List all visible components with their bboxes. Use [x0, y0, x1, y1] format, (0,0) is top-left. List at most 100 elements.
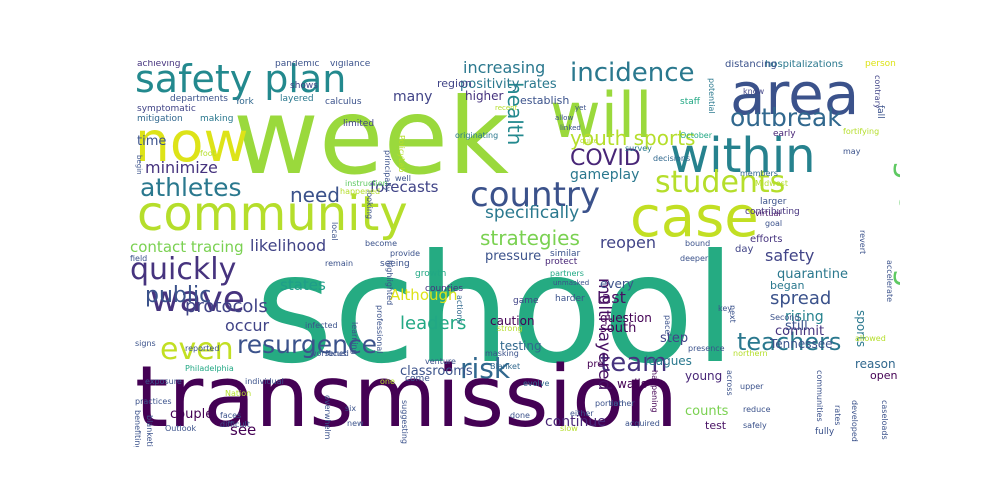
cloud-word: youth sports — [570, 126, 696, 150]
cloud-word: strong — [497, 324, 523, 333]
cloud-word: reason — [855, 357, 896, 371]
cloud-word: week — [233, 76, 509, 198]
cloud-word: day — [735, 244, 754, 255]
cloud-word: fortifying — [843, 127, 880, 136]
cloud-word: seeing — [380, 259, 410, 269]
cloud-word: young — [685, 369, 723, 383]
cloud-word: minimize — [145, 158, 218, 177]
cloud-word: yet — [575, 104, 587, 112]
cloud-word: become — [365, 239, 398, 248]
cloud-word: resurgence — [237, 330, 378, 359]
cloud-word: mitigation — [137, 114, 183, 124]
cloud-word: Outlook — [165, 424, 197, 433]
cloud-word: six — [345, 404, 357, 413]
cloud-word: specifically — [485, 203, 580, 223]
cloud-word: counties — [425, 284, 464, 294]
cloud-word: efforts — [750, 234, 783, 245]
cloud-word: masking — [485, 349, 519, 358]
cloud-word: Philadelphia — [185, 364, 234, 373]
cloud-word: community — [137, 186, 408, 242]
cloud-word: learning — [350, 322, 359, 355]
cloud-word: one — [380, 377, 395, 386]
cloud-word: accelerate — [885, 260, 894, 303]
cloud-word: either — [570, 409, 594, 418]
cloud-word: safely — [743, 421, 767, 430]
cloud-word: York — [235, 97, 254, 107]
cloud-word: Midwest — [755, 179, 788, 188]
cloud-word: open — [870, 369, 898, 382]
cloud-word: positivity rates — [460, 77, 557, 92]
cloud-word: members — [740, 169, 778, 178]
cloud-word: decisions — [653, 154, 691, 163]
cloud-word: fall — [875, 105, 885, 119]
cloud-word: bound — [685, 239, 711, 248]
cloud-word: fully — [815, 427, 835, 437]
cloud-word: contact tracing — [130, 238, 244, 256]
cloud-word: reduce — [743, 405, 771, 414]
cloud-word: difficult — [220, 420, 250, 429]
cloud-word: Second — [770, 313, 800, 322]
cloud-word: signs — [135, 339, 156, 348]
cloud-word: last — [597, 288, 626, 307]
cloud-word: goal — [765, 219, 783, 228]
cloud-word: public — [145, 283, 212, 308]
cloud-word: practices — [135, 397, 172, 406]
cloud-word: case — [630, 185, 759, 250]
cloud-word: safety plan — [135, 60, 347, 101]
cloud-word: safety — [765, 246, 815, 265]
cloud-word: professional — [375, 305, 384, 354]
cloud-word: deeper — [680, 254, 709, 263]
cloud-word: pressure — [485, 249, 542, 264]
cloud-word: incidence — [570, 60, 695, 88]
cloud-word: unmasked — [553, 279, 590, 287]
cloud-word: layered — [280, 94, 314, 104]
cloud-word: early — [773, 129, 796, 139]
cloud-word: occur — [225, 316, 270, 335]
cloud-word: Tennessee — [770, 337, 833, 351]
cloud-word: gameplay — [570, 167, 640, 183]
word-cloud: school week transmission community case area w… — [125, 60, 900, 447]
cloud-word: continue — [545, 414, 606, 430]
cloud-word: leaders — [400, 313, 467, 334]
cloud-word: person — [865, 60, 896, 69]
cloud-word: even — [160, 332, 234, 367]
cloud-word: growth — [415, 269, 447, 279]
cloud-word: staff — [680, 97, 700, 107]
cloud-word: well — [395, 174, 411, 183]
cloud-word: evolve — [523, 379, 550, 388]
cloud-word: wave — [150, 279, 245, 320]
cloud-word: pandemic — [275, 60, 320, 69]
cloud-word: quite — [580, 137, 598, 145]
cloud-word: south — [600, 321, 637, 336]
cloud-word: faces — [220, 411, 242, 420]
cloud-word: outbreak — [730, 103, 842, 132]
cloud-word: focus — [325, 349, 347, 358]
cloud-word: spread — [770, 288, 832, 309]
cloud-word: forecasts — [370, 178, 439, 196]
cloud-word: quickly — [130, 252, 237, 287]
cloud-word: key — [718, 304, 733, 313]
cloud-word: region — [437, 77, 472, 90]
cloud-word: establish — [520, 94, 570, 107]
cloud-word: hospitalizations — [765, 60, 844, 70]
cloud-word: increasing — [463, 60, 546, 77]
cloud-word: principally — [383, 150, 392, 192]
cloud-word: linked — [560, 124, 581, 132]
cloud-word: school — [255, 223, 736, 397]
cloud-word: harder — [555, 294, 585, 304]
cloud-word: see — [230, 421, 257, 439]
cloud-word: testing — [500, 339, 542, 353]
cloud-word: potential — [707, 78, 716, 114]
cloud-word: reported — [185, 344, 220, 353]
cloud-word: PolicyLab — [397, 135, 406, 173]
cloud-word: reopen — [600, 233, 656, 252]
cloud-word: portion — [595, 399, 624, 408]
cloud-word: highlighted — [385, 260, 394, 306]
cloud-word: rather — [610, 399, 635, 408]
cloud-word: acquired — [625, 419, 660, 428]
cloud-word: now — [135, 110, 249, 174]
cloud-word: many — [393, 89, 433, 105]
cloud-word: likelihood — [250, 236, 327, 255]
cloud-word: protocols — [185, 296, 268, 317]
cloud-word: strategies — [480, 226, 580, 250]
